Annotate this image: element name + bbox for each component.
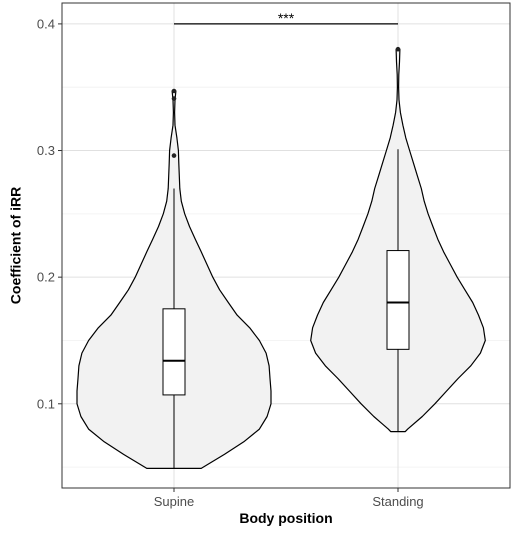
x-tick-label: Supine	[154, 494, 194, 509]
outlier-point-standing	[395, 46, 401, 52]
box-supine	[162, 308, 186, 396]
panel-border	[61, 2, 511, 489]
y-tick-label: 0.3	[37, 143, 55, 158]
y-tick-label: 0.1	[37, 396, 55, 411]
x-tick-label: Standing	[372, 494, 423, 509]
outlier-point-supine	[171, 88, 177, 94]
outlier-point-supine	[171, 153, 177, 158]
x-axis-title: Body position	[239, 510, 332, 526]
boxplots	[162, 46, 410, 469]
significance-bracket: ***	[174, 10, 398, 26]
significance-label: ***	[278, 10, 295, 26]
box-standing	[386, 250, 410, 350]
y-tick-label: 0.4	[37, 16, 55, 31]
y-axis-title: Coefficient of iRR	[8, 187, 24, 304]
outlier-point-supine	[171, 96, 177, 101]
axes: 0.1 0.2 0.3 0.4 Supine Standing	[37, 16, 424, 509]
y-tick-label: 0.2	[37, 270, 55, 285]
